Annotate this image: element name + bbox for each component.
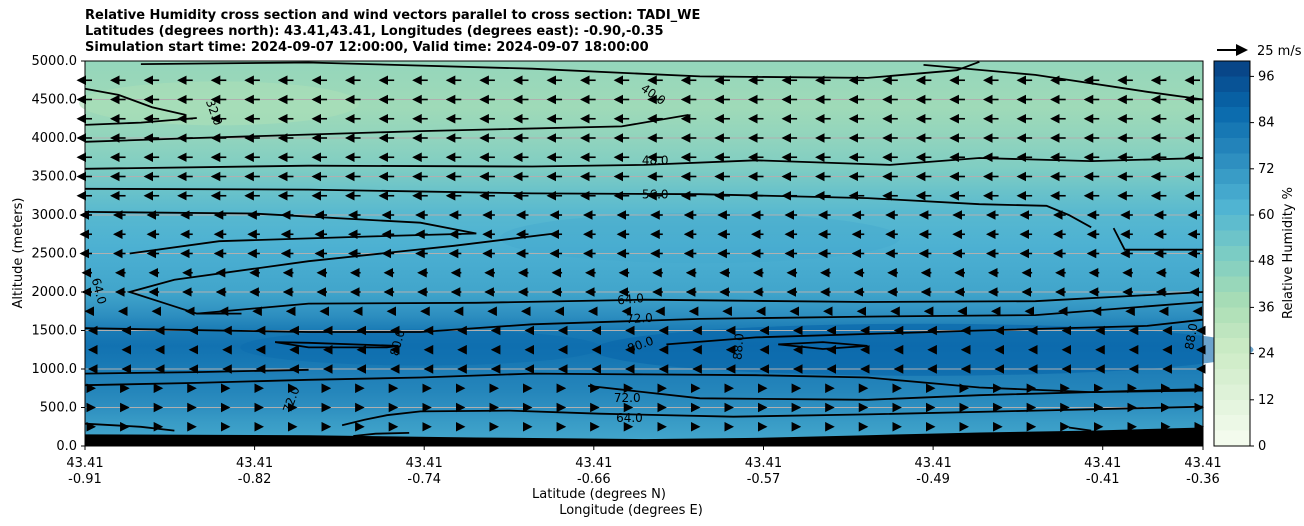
- colorbar-tick-label: 60: [1258, 208, 1275, 223]
- rh-contour-line: [1068, 426, 1092, 432]
- y-axis: 0.0 500.0 1000.0 1500.0 2000.0 2500.0 3000.0 35…: [32, 54, 85, 454]
- y-axis-label: Altitude (meters): [11, 198, 26, 309]
- x-tick-label-lon: -0.82: [238, 472, 272, 487]
- y-tick-label: 500.0: [40, 401, 77, 416]
- colorbar-tick-label: 12: [1258, 393, 1275, 408]
- colorbar: 0 12 24 36 48 60 72 84 96 Relative Humidity %: [1213, 60, 1296, 454]
- y-tick-label: 2000.0: [32, 285, 78, 300]
- y-tick-label: 0.0: [56, 439, 77, 454]
- wind-reference-key: 25 m/s: [1217, 44, 1302, 59]
- y-tick-label: 4500.0: [32, 93, 78, 108]
- contour-label: 88.0: [730, 333, 746, 361]
- colorbar-gradient: [1213, 60, 1251, 447]
- contour-label: 64.0: [616, 411, 643, 425]
- x-tick-label-lat: 43.41: [236, 456, 273, 471]
- chart-title-line-2: Latitudes (degrees north): 43.41,43.41, …: [85, 24, 664, 39]
- colorbar-tick-label: 24: [1258, 347, 1275, 362]
- colorbar-tick-label: 72: [1258, 162, 1275, 177]
- rh-contour-line: [588, 385, 1204, 401]
- x-axis-label-lon: Longitude (degrees E): [559, 503, 703, 518]
- x-tick-label-lat: 43.41: [915, 456, 952, 471]
- colorbar-tick-label: 0: [1258, 439, 1266, 454]
- rh-contour-line: [353, 432, 410, 437]
- contour-label: 72.0: [626, 311, 653, 326]
- x-tick-label-lat: 43.41: [575, 456, 612, 471]
- x-tick-label-lon: -0.66: [577, 472, 611, 487]
- wind-reference-label: 25 m/s: [1257, 44, 1302, 59]
- x-tick-label-lat: 43.41: [1184, 456, 1221, 471]
- terrain: [85, 427, 1203, 446]
- rh-contour-line: [84, 372, 1204, 394]
- wind-vectors: [76, 75, 1206, 432]
- chart-title-line-3: Simulation start time: 2024-09-07 12:00:…: [85, 40, 649, 55]
- contour-label: 72.0: [614, 391, 641, 405]
- x-tick-label-lon: -0.41: [1086, 472, 1120, 487]
- colorbar-label: Relative Humidity %: [1281, 187, 1296, 319]
- x-tick-label-lon: -0.74: [407, 472, 441, 487]
- colorbar-tick-label: 36: [1258, 300, 1275, 315]
- y-tick-label: 1000.0: [32, 362, 78, 377]
- y-tick-label: 4000.0: [32, 131, 78, 146]
- colorbar-ticks: 0 12 24 36 48 60 72 84 96: [1250, 69, 1275, 454]
- rh-contour-line: [140, 60, 980, 79]
- contour-label: 64.0: [617, 291, 645, 307]
- x-axis-label-lat: Latitude (degrees N): [532, 487, 666, 502]
- x-tick-label-lon: -0.49: [916, 472, 950, 487]
- contour-label: 64.0: [89, 276, 109, 305]
- x-tick-label-lat: 43.41: [745, 456, 782, 471]
- y-tick-label: 3000.0: [32, 208, 78, 223]
- x-tick-label-lon: -0.57: [747, 472, 781, 487]
- y-tick-label: 2500.0: [32, 247, 78, 262]
- y-tick-label: 1500.0: [32, 324, 78, 339]
- chart-title-line-1: Relative Humidity cross section and wind…: [85, 8, 701, 23]
- rh-contour-line: [84, 87, 186, 116]
- rh-contour-line: [84, 114, 689, 143]
- rh-contour-line: [341, 405, 1204, 427]
- x-axis: 43.41-0.9143.41-0.8243.41-0.7443.41-0.66…: [66, 446, 1222, 487]
- contour-label: 48.0: [642, 154, 669, 168]
- colorbar-tick-label: 84: [1258, 116, 1275, 131]
- plot-area: 32.040.048.056.064.0 64.072.080.0 80.0 88.0…: [76, 60, 1254, 447]
- x-tick-label-lat: 43.41: [1084, 456, 1121, 471]
- contour-label: 56.0: [642, 187, 669, 201]
- colorbar-tick-label: 48: [1258, 254, 1275, 269]
- colorbar-tick-label: 96: [1258, 69, 1275, 84]
- rh-contour-line: [666, 318, 1204, 346]
- x-tick-label-lon: -0.91: [68, 472, 102, 487]
- x-tick-label-lat: 43.41: [66, 456, 103, 471]
- y-tick-label: 5000.0: [32, 54, 78, 69]
- x-tick-label-lat: 43.41: [406, 456, 443, 471]
- y-tick-label: 3500.0: [32, 170, 78, 185]
- x-tick-label-lon: -0.36: [1186, 472, 1220, 487]
